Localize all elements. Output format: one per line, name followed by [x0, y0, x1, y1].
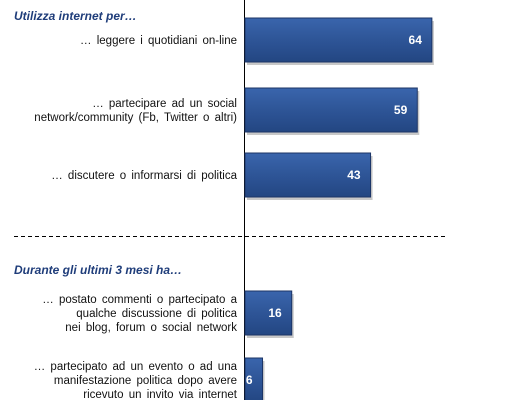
- data-label: 6: [246, 373, 253, 387]
- section-title: Utilizza internet per…: [14, 9, 137, 23]
- category-label: … partecipare ad un social network/commun…: [34, 98, 237, 124]
- bar: [244, 87, 418, 133]
- text-layer: Utilizza internet per… 64 … leggere i quot…: [14, 9, 422, 400]
- category-label: … postato commenti o partecipato a qualch…: [42, 294, 237, 334]
- category-label: … partecipato ad un evento o ad una manif…: [34, 361, 238, 400]
- category-label-line: … postato commenti o partecipato a: [42, 294, 237, 306]
- category-label-line: … partecipare ad un social: [92, 98, 237, 110]
- bar: [244, 290, 293, 336]
- data-label: 64: [409, 33, 423, 47]
- data-label: 16: [268, 306, 282, 320]
- category-label-line: nei blog, forum o social network: [65, 322, 237, 334]
- section-title: Durante gli ultimi 3 mesi ha…: [14, 263, 182, 277]
- bars-layer: [244, 17, 434, 400]
- category-label-line: network/community (Fb, Twitter o altri): [34, 112, 237, 124]
- bar: [244, 152, 372, 198]
- category-label: … discutere o informarsi di politica: [51, 170, 237, 182]
- category-label-line: ricevuto un invito via internet: [83, 389, 238, 400]
- data-label: 43: [347, 168, 361, 182]
- data-label: 59: [394, 103, 408, 117]
- bar: [244, 17, 433, 63]
- category-label-line: … leggere i quotidiani on-line: [80, 35, 237, 47]
- category-label-line: … discutere o informarsi di politica: [51, 170, 237, 182]
- category-label-line: qualche discussione di politica: [76, 308, 237, 320]
- category-label-line: manifestazione politica dopo avere: [54, 375, 237, 387]
- category-label-line: … partecipato ad un evento o ad una: [34, 361, 238, 373]
- category-label: … leggere i quotidiani on-line: [80, 35, 237, 47]
- bar: [244, 357, 264, 400]
